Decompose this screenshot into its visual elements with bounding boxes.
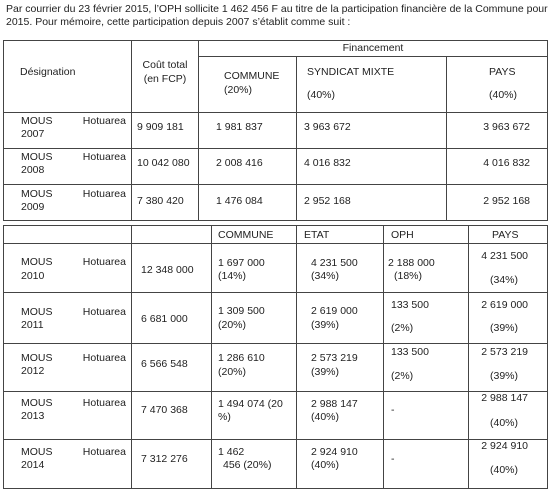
row-commune-pct: (20%) [218,319,247,331]
row-cout-total: 7 470 368 [141,404,188,416]
row-pays-pct: (40%) [490,417,519,429]
row-pays-pct: (39%) [490,322,519,334]
header-commune-pct: (20%) [224,84,253,96]
intro-paragraph: Par courrier du 23 février 2015, l’OPH s… [6,3,551,29]
row-pays-pct: (34%) [490,274,519,286]
row-commune-pct: (14%) [218,270,247,282]
row-etat-pct: (34%) [311,270,340,282]
row-designation: MOUS [21,352,53,364]
header-syndicat-pct: (40%) [307,89,336,101]
row-oph-pct: (2%) [391,370,414,382]
row-oph-pct: (2%) [391,322,414,334]
row-cout-total: 6 566 548 [141,358,188,370]
row-designation: MOUS [21,256,53,268]
row-year: 2007 [21,128,45,140]
row-oph-amount: - [391,404,395,416]
header-syndicat-mixte: SYNDICAT MIXTE [307,66,395,78]
row-syndicat: 3 963 672 [304,121,351,133]
row-pays: 4 016 832 [483,157,530,169]
row-commune-amount: 1 462 [218,446,245,458]
row-year: 2013 [21,410,45,422]
intro-line-1: Par courrier du 23 février 2015, l’OPH s… [6,3,548,15]
row-pays-amount: 2 988 147 [481,392,528,404]
row-commune-pct: %) [218,411,231,423]
row-place: Hotuarea [82,352,126,364]
row-oph-pct: (18%) [394,270,423,282]
row-designation: MOUS [21,397,53,409]
row-commune-pct: 456 (20%) [223,459,272,471]
row-cout-total: 7 380 420 [137,195,184,207]
header-etat: ETAT [304,229,330,241]
row-pays-amount: 2 573 219 [481,346,528,358]
row-designation: MOUS [21,446,53,458]
row-place: Hotuarea [82,151,126,163]
row-commune-pct: (20%) [218,366,247,378]
header-pays: PAYS [489,66,516,78]
row-pays-pct: (39%) [490,370,519,382]
row-commune-amount: 1 494 074 (20 [218,398,283,410]
row-year: 2010 [21,270,45,282]
row-pays-amount: 2 619 000 [481,299,528,311]
row-year: 2009 [21,201,45,213]
row-place: Hotuarea [82,397,126,409]
row-place: Hotuarea [82,446,126,458]
row-syndicat: 2 952 168 [304,195,351,207]
row-cout-total: 7 312 276 [141,453,188,465]
row-designation: MOUS [21,115,53,127]
row-place: Hotuarea [82,115,126,127]
header-pays: PAYS [492,229,519,241]
row-etat-amount: 2 988 147 [311,398,358,410]
row-designation: MOUS [21,151,53,163]
row-year: 2011 [21,319,44,331]
row-syndicat: 4 016 832 [304,157,351,169]
header-pays-pct: (40%) [489,89,518,101]
row-pays: 2 952 168 [483,195,530,207]
row-pays-pct: (40%) [490,464,519,476]
row-pays: 3 963 672 [483,121,530,133]
row-oph-amount: 133 500 [391,346,429,358]
row-commune: 1 476 084 [216,195,263,207]
row-commune-amount: 1 697 000 [218,257,265,269]
row-pays-amount: 2 924 910 [481,440,528,452]
header-oph: OPH [391,229,414,241]
header-financement: Financement [342,42,404,54]
row-cout-total: 10 042 080 [137,157,190,169]
row-etat-pct: (40%) [311,411,340,423]
row-commune: 1 981 837 [216,121,263,133]
row-etat-amount: 4 231 500 [311,257,358,269]
row-commune: 2 008 416 [216,157,263,169]
header-commune: COMMUNE [218,229,274,241]
row-commune-amount: 1 309 500 [218,305,265,317]
row-cout-total: 12 348 000 [141,264,194,276]
row-designation: MOUS [21,188,53,200]
intro-line-2: 2015. Pour mémoire, cette participation … [6,16,351,28]
header-cout-unit: (en FCP) [143,73,187,85]
header-designation: Désignation [20,66,76,78]
row-year: 2012 [21,365,45,377]
row-oph-amount: 133 500 [391,299,429,311]
row-commune-amount: 1 286 610 [218,352,265,364]
table1-border [3,40,548,221]
row-oph-amount: - [391,453,395,465]
row-etat-amount: 2 573 219 [311,352,358,364]
row-pays-amount: 4 231 500 [481,250,528,262]
row-etat-pct: (39%) [311,366,340,378]
row-cout-total: 6 681 000 [141,313,188,325]
row-cout-total: 9 909 181 [137,121,184,133]
row-etat-pct: (39%) [311,319,340,331]
row-etat-amount: 2 619 000 [311,305,358,317]
row-year: 2014 [21,459,45,471]
header-cout-total: Coût total [142,59,188,71]
row-place: Hotuarea [82,306,126,318]
header-commune: COMMUNE [224,70,280,82]
row-oph-amount: 2 188 000 [388,257,435,269]
row-etat-amount: 2 924 910 [311,446,358,458]
row-etat-pct: (40%) [311,459,340,471]
row-place: Hotuarea [82,256,126,268]
row-place: Hotuarea [82,188,126,200]
table2-border [3,225,548,489]
row-year: 2008 [21,164,45,176]
row-designation: MOUS [21,306,53,318]
